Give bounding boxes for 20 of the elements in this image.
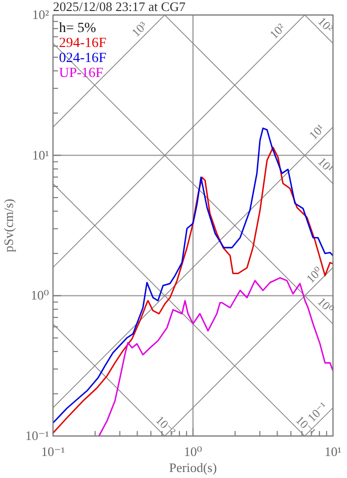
- text: 294-16F: [59, 36, 107, 51]
- x-tick-label: 10¹: [324, 444, 342, 459]
- annotation: 10²: [315, 14, 336, 36]
- chart-title: 2025/12/08 23:17 at CG7: [53, 0, 186, 14]
- annotation: 10³: [128, 18, 150, 40]
- legend-title: h= 5%: [59, 21, 96, 36]
- y-tick-label: 10⁻¹: [25, 428, 50, 443]
- annotation: 10⁻²: [152, 412, 179, 439]
- y-tick-label: 10⁰: [30, 288, 49, 303]
- y-tick-label: 10¹: [32, 147, 50, 162]
- annotation: 10²: [266, 20, 288, 42]
- x-axis-title: Period(s): [169, 460, 217, 475]
- text: UP-16F: [59, 66, 104, 81]
- text: 024-16F: [59, 51, 107, 66]
- x-tick-label: 10⁰: [184, 444, 202, 459]
- annotation: 10⁰: [303, 264, 326, 286]
- y-axis-title: pSv(cm/s): [1, 198, 16, 252]
- annotation: 10¹: [315, 154, 336, 176]
- annotation: 10¹: [306, 121, 328, 142]
- y-tick-label: 10²: [32, 7, 50, 22]
